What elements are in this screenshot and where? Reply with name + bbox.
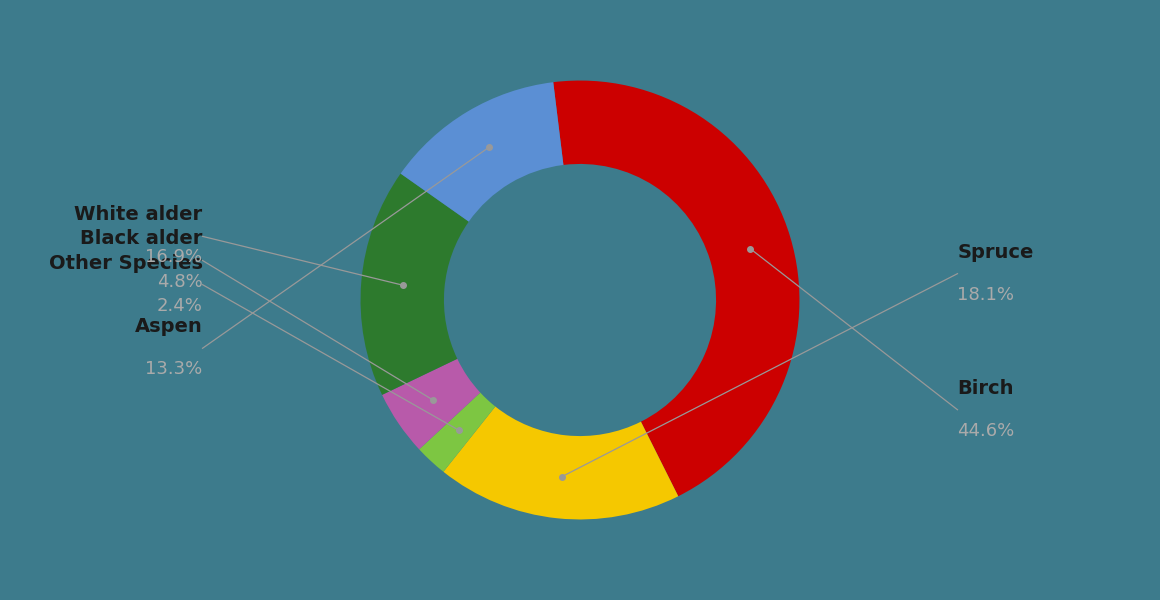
Text: 4.8%: 4.8% bbox=[157, 272, 203, 290]
Wedge shape bbox=[553, 80, 799, 496]
Text: Black alder: Black alder bbox=[80, 229, 203, 248]
Text: Other Species: Other Species bbox=[49, 254, 203, 272]
Text: Spruce: Spruce bbox=[957, 242, 1034, 262]
Text: 16.9%: 16.9% bbox=[145, 248, 203, 266]
Text: 44.6%: 44.6% bbox=[957, 422, 1015, 440]
Text: 18.1%: 18.1% bbox=[957, 286, 1015, 304]
Text: 2.4%: 2.4% bbox=[157, 297, 203, 315]
Text: Birch: Birch bbox=[957, 379, 1014, 398]
Wedge shape bbox=[443, 406, 679, 520]
Text: Aspen: Aspen bbox=[135, 317, 203, 336]
Wedge shape bbox=[419, 392, 495, 472]
Wedge shape bbox=[382, 359, 480, 449]
Wedge shape bbox=[361, 173, 469, 395]
Text: White alder: White alder bbox=[74, 205, 203, 224]
Wedge shape bbox=[400, 82, 564, 221]
Text: 13.3%: 13.3% bbox=[145, 361, 203, 379]
